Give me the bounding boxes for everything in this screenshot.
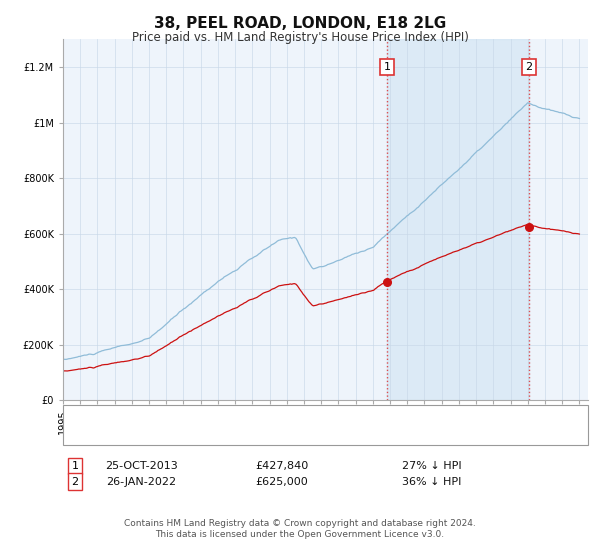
Text: 38, PEEL ROAD, LONDON, E18 2LG (detached house): 38, PEEL ROAD, LONDON, E18 2LG (detached… [126,411,421,421]
Text: 1: 1 [383,62,391,72]
Text: 1: 1 [71,461,79,471]
Text: This data is licensed under the Open Government Licence v3.0.: This data is licensed under the Open Gov… [155,530,445,539]
Text: 38, PEEL ROAD, LONDON, E18 2LG: 38, PEEL ROAD, LONDON, E18 2LG [154,16,446,31]
Text: HPI: Average price, detached house, Redbridge: HPI: Average price, detached house, Redb… [126,429,389,439]
Text: 26-JAN-2022: 26-JAN-2022 [106,477,176,487]
Bar [387,39,529,400]
Text: £427,840: £427,840 [256,461,308,471]
Text: 2: 2 [526,62,533,72]
Text: 25-OCT-2013: 25-OCT-2013 [104,461,178,471]
Text: £625,000: £625,000 [256,477,308,487]
Text: 2: 2 [71,477,79,487]
Text: 27% ↓ HPI: 27% ↓ HPI [402,461,462,471]
Text: Contains HM Land Registry data © Crown copyright and database right 2024.: Contains HM Land Registry data © Crown c… [124,519,476,528]
Text: 36% ↓ HPI: 36% ↓ HPI [403,477,461,487]
Text: Price paid vs. HM Land Registry's House Price Index (HPI): Price paid vs. HM Land Registry's House … [131,31,469,44]
